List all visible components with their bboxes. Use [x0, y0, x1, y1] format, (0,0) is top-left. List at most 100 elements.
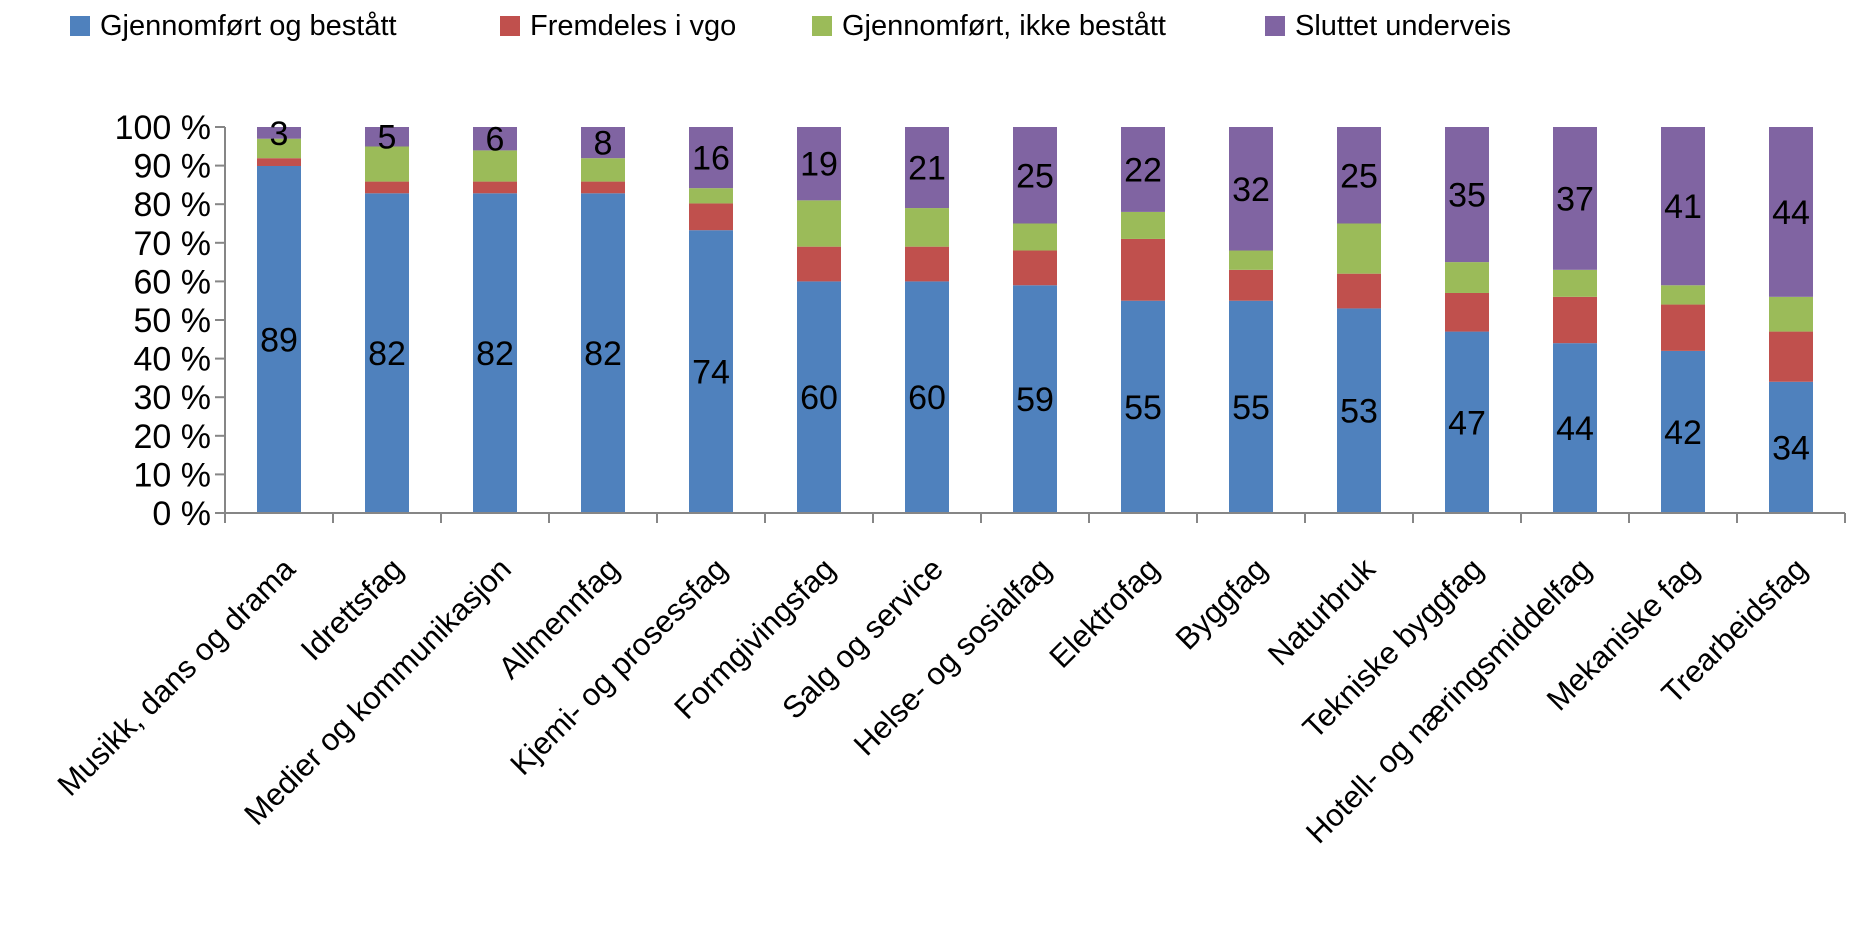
bar-segment-s3-c14 — [1769, 127, 1813, 297]
data-label-s3-c14: 44 — [1772, 194, 1810, 232]
bar-segment-s2-c11 — [1445, 262, 1489, 293]
bar-segment-s0-c5 — [797, 281, 841, 513]
bar-segment-s1-c13 — [1661, 304, 1705, 351]
bar-segment-s1-c1 — [365, 181, 409, 194]
data-label-s0-c10: 53 — [1340, 393, 1378, 431]
legend-swatch-dropped-out — [1265, 16, 1285, 36]
bar-segment-s1-c6 — [905, 246, 949, 282]
bar-segment-s2-c2 — [473, 150, 517, 182]
data-label-s3-c8: 22 — [1124, 151, 1162, 189]
data-label-s0-c1: 82 — [368, 335, 406, 373]
data-label-s3-c13: 41 — [1664, 188, 1702, 226]
data-label-s3-c11: 35 — [1448, 177, 1486, 215]
bar-segment-s0-c10 — [1337, 308, 1381, 513]
data-label-s0-c7: 59 — [1016, 381, 1054, 419]
bar-segment-s0-c0 — [257, 165, 301, 513]
x-category-label-0: Musikk, dans og drama — [51, 551, 303, 803]
bar-segment-s2-c10 — [1337, 223, 1381, 274]
legend-item-completed-not-passed: Gjennomført, ikke bestått — [812, 6, 1166, 46]
y-axis-tick-labels: 0 %10 %20 %30 %40 %50 %60 %70 %80 %90 %1… — [115, 109, 211, 533]
bar-segment-s0-c12 — [1553, 343, 1597, 513]
legend-swatch-completed-not-passed — [812, 16, 832, 36]
bar-segment-s0-c7 — [1013, 285, 1057, 513]
bar-segment-s2-c1 — [365, 146, 409, 182]
chart-legend: Gjennomført og bestått Fremdeles i vgo G… — [0, 0, 1861, 56]
legend-item-completed-passed: Gjennomført og bestått — [70, 6, 397, 46]
bar-segment-s1-c14 — [1769, 331, 1813, 382]
bar-segment-s2-c6 — [905, 208, 949, 247]
legend-item-dropped-out: Sluttet underveis — [1265, 6, 1511, 46]
legend-label-completed-passed: Gjennomført og bestått — [100, 9, 397, 42]
y-tick-label-10: 100 % — [115, 109, 211, 147]
data-label-s0-c4: 74 — [692, 354, 730, 392]
y-tick-label-5: 50 % — [134, 302, 212, 340]
data-label-s0-c9: 55 — [1232, 389, 1270, 427]
bar-segment-s3-c4 — [689, 127, 733, 189]
bar-segment-s1-c10 — [1337, 273, 1381, 309]
y-tick-label-3: 30 % — [134, 379, 212, 417]
bar-segment-s3-c5 — [797, 127, 841, 201]
bar-segment-s2-c8 — [1121, 211, 1165, 239]
bar-segment-s1-c2 — [473, 181, 517, 194]
bar-segment-s0-c13 — [1661, 350, 1705, 513]
bar-segment-s1-c9 — [1229, 269, 1273, 301]
bar-segment-s0-c8 — [1121, 300, 1165, 513]
legend-label-still-in-school: Fremdeles i vgo — [530, 9, 737, 42]
chart-axes — [215, 126, 1846, 523]
x-category-label-1: Idrettsfag — [294, 551, 410, 667]
legend-label-completed-not-passed: Gjennomført, ikke bestått — [842, 9, 1166, 42]
bar-segment-s0-c14 — [1769, 381, 1813, 513]
bar-segment-s3-c3 — [581, 127, 625, 159]
data-label-s3-c9: 32 — [1232, 171, 1270, 209]
y-tick-label-1: 10 % — [134, 456, 212, 494]
y-tick-label-6: 60 % — [134, 263, 212, 301]
bar-segment-s1-c11 — [1445, 292, 1489, 332]
data-label-s3-c12: 37 — [1556, 180, 1594, 218]
bar-segment-s3-c13 — [1661, 127, 1705, 286]
bar-segment-s0-c3 — [581, 193, 625, 513]
bar-segment-s0-c9 — [1229, 300, 1273, 513]
bar-segment-s2-c9 — [1229, 250, 1273, 270]
x-category-label-7: Helse- og sosialfag — [847, 551, 1058, 762]
bar-segment-s3-c12 — [1553, 127, 1597, 270]
x-category-label-8: Elektrofag — [1043, 551, 1166, 674]
bar-segment-s0-c4 — [689, 230, 733, 514]
y-tick-label-7: 70 % — [134, 225, 212, 263]
bar-segment-s0-c2 — [473, 193, 517, 513]
legend-item-still-in-school: Fremdeles i vgo — [500, 6, 736, 46]
bar-segment-s1-c8 — [1121, 238, 1165, 301]
bar-segment-s3-c2 — [473, 127, 517, 151]
data-label-s3-c3: 8 — [594, 125, 613, 163]
data-label-s0-c2: 82 — [476, 335, 514, 373]
data-label-s0-c13: 42 — [1664, 414, 1702, 452]
bar-segment-s3-c7 — [1013, 127, 1057, 224]
x-category-label-4: Kjemi- og prosessfag — [503, 551, 734, 782]
data-label-s3-c4: 16 — [692, 140, 730, 178]
bar-stacks — [257, 127, 1813, 514]
data-label-s0-c5: 60 — [800, 379, 838, 417]
bar-segment-s1-c0 — [257, 158, 301, 166]
data-label-s3-c7: 25 — [1016, 157, 1054, 195]
data-label-s0-c12: 44 — [1556, 410, 1594, 448]
legend-swatch-completed-passed — [70, 16, 90, 36]
y-tick-label-2: 20 % — [134, 418, 212, 456]
data-label-s3-c0: 3 — [270, 115, 289, 153]
bar-segment-s3-c10 — [1337, 127, 1381, 224]
bar-segment-s0-c11 — [1445, 331, 1489, 513]
data-labels: 89 3 82 5 82 6 82 8 74 16 60 19 60 21 59 25 55 22 55 32 53 25… — [260, 115, 1810, 468]
data-label-s3-c2: 6 — [486, 121, 505, 159]
legend-swatch-still-in-school — [500, 16, 520, 36]
y-tick-label-8: 80 % — [134, 186, 212, 224]
bar-segment-s2-c4 — [689, 188, 733, 204]
data-label-s0-c14: 34 — [1772, 429, 1810, 467]
bar-segment-s1-c5 — [797, 246, 841, 282]
data-label-s3-c10: 25 — [1340, 157, 1378, 195]
bar-segment-s3-c11 — [1445, 127, 1489, 263]
bar-segment-s0-c1 — [365, 193, 409, 513]
data-label-s3-c1: 5 — [378, 119, 397, 157]
bar-segment-s3-c8 — [1121, 127, 1165, 212]
data-label-s0-c11: 47 — [1448, 404, 1486, 442]
bar-segment-s2-c3 — [581, 158, 625, 182]
